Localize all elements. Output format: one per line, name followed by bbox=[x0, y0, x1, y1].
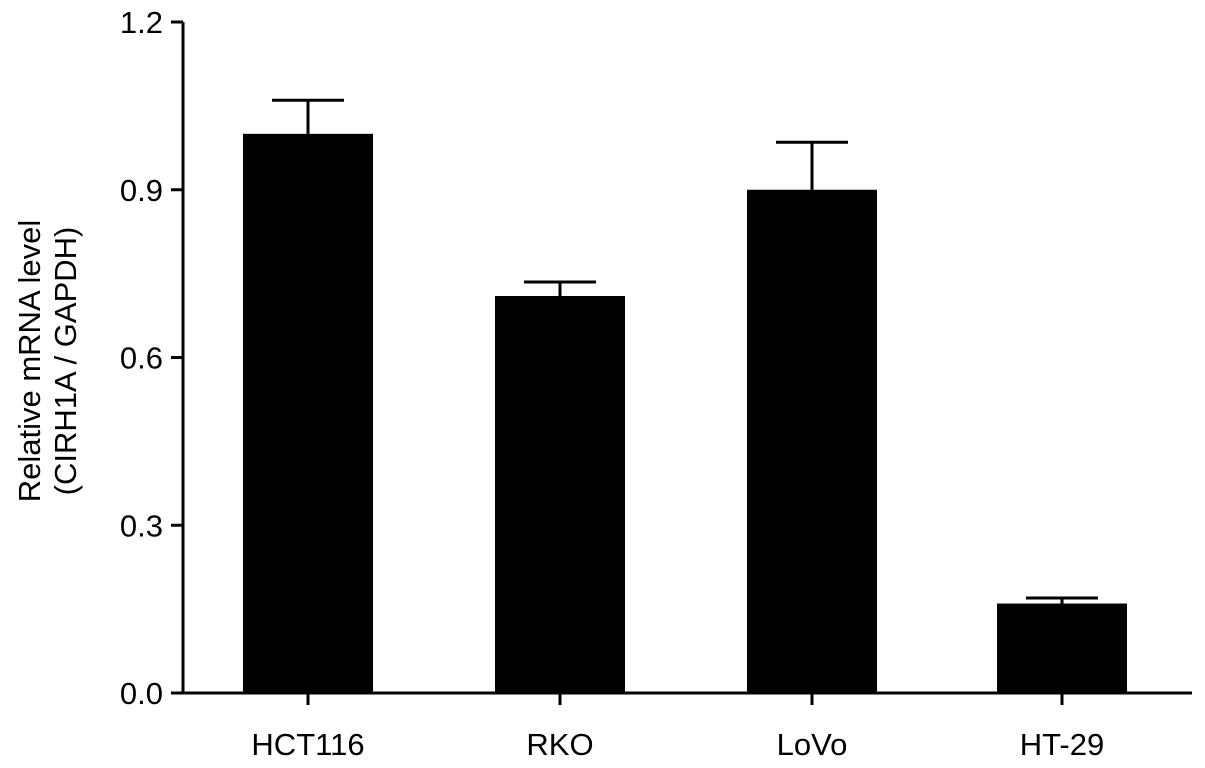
bar-ht-29 bbox=[997, 603, 1127, 693]
y-tick-label: 0.9 bbox=[120, 173, 163, 208]
y-tick-label: 1.2 bbox=[120, 5, 163, 40]
y-axis-title-line1: Relative mRNA level bbox=[12, 220, 47, 503]
x-tick-label: LoVo bbox=[777, 727, 848, 762]
bar-hct116 bbox=[243, 133, 373, 694]
y-tick-label: 0.3 bbox=[120, 508, 163, 543]
axes-layer: 0.0 0.3 0.6 0.9 1.2 HCT116 RKO LoVo HT-29 bbox=[120, 5, 1192, 762]
bars-layer bbox=[243, 98, 1127, 694]
bar-lovo bbox=[747, 189, 877, 693]
y-tick-label: 0.0 bbox=[120, 676, 163, 711]
y-tick-label: 0.6 bbox=[120, 341, 163, 376]
y-axis-title-line2: (CIRH1A / GAPDH) bbox=[48, 227, 83, 496]
x-tick-label: HCT116 bbox=[251, 727, 364, 762]
x-tick-label: HT-29 bbox=[1020, 727, 1104, 762]
x-tick-label: RKO bbox=[526, 727, 593, 762]
bar-rko bbox=[495, 295, 625, 693]
